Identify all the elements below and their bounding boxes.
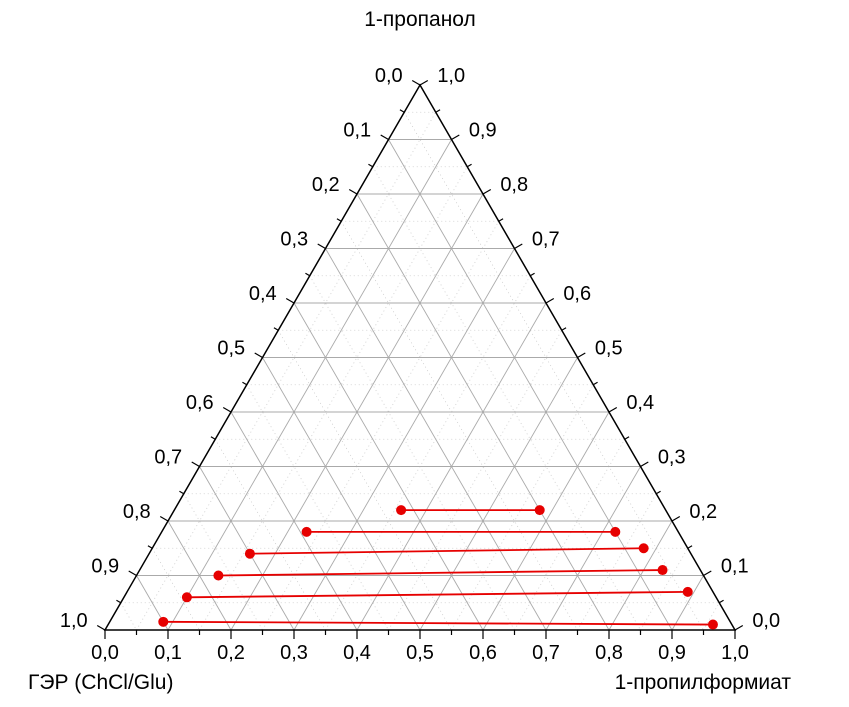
top-axis-title: 1-пропанол [364,8,476,31]
data-point [396,505,407,516]
svg-text:0,2: 0,2 [312,174,340,196]
svg-text:0,0: 0,0 [375,65,403,87]
svg-text:0,1: 0,1 [154,642,182,664]
svg-text:0,6: 0,6 [186,392,214,414]
data-point [181,592,192,603]
svg-text:0,5: 0,5 [406,642,434,664]
tick-labels: 0,00,0 1,00,10,1 0,90,20,2 0,80,30,3 0,70,40… [60,65,780,664]
svg-text:1,0: 1,0 [721,642,749,664]
data-point [610,526,621,537]
data-point [158,616,169,627]
svg-text:1,0: 1,0 [60,610,88,632]
svg-text:0,8: 0,8 [500,174,528,196]
svg-text:0,7: 0,7 [532,229,560,251]
svg-text:0,3: 0,3 [280,229,308,251]
svg-text:0,9: 0,9 [658,642,686,664]
data-point [244,548,255,559]
left-axis-title: ГЭР (ChCl/Glu) [28,671,174,694]
svg-text:0,8: 0,8 [123,501,151,523]
svg-text:0,7: 0,7 [154,447,182,469]
svg-text:0,4: 0,4 [249,283,277,305]
svg-text:0,5: 0,5 [595,338,623,360]
data-point [301,526,312,537]
data-point [707,619,718,630]
svg-text:0,4: 0,4 [343,642,371,664]
svg-text:0,0: 0,0 [752,610,780,632]
svg-text:0,9: 0,9 [91,556,119,578]
data-point [534,505,545,516]
right-axis-title: 1-пропилформиат [614,671,791,694]
svg-text:0,3: 0,3 [658,447,686,469]
data-point [657,565,668,576]
svg-text:0,1: 0,1 [721,556,749,578]
svg-text:0,5: 0,5 [217,338,245,360]
grid-major [136,139,704,631]
svg-text:0,1: 0,1 [343,120,371,142]
svg-text:0,9: 0,9 [469,120,497,142]
data-points [158,505,718,630]
svg-text:0,4: 0,4 [626,392,654,414]
grid-minor [120,111,720,631]
svg-text:0,7: 0,7 [532,642,560,664]
svg-text:0,6: 0,6 [469,642,497,664]
axis-ticks [96,79,744,639]
svg-text:0,6: 0,6 [563,283,591,305]
svg-text:0,3: 0,3 [280,642,308,664]
svg-text:0,8: 0,8 [595,642,623,664]
data-point [638,543,649,554]
svg-text:0,0: 0,0 [91,642,119,664]
data-point [213,570,224,581]
svg-text:0,2: 0,2 [217,642,245,664]
svg-text:1,0: 1,0 [437,65,465,87]
tie-lines [163,509,713,626]
data-point [682,586,693,597]
svg-text:0,2: 0,2 [689,501,717,523]
